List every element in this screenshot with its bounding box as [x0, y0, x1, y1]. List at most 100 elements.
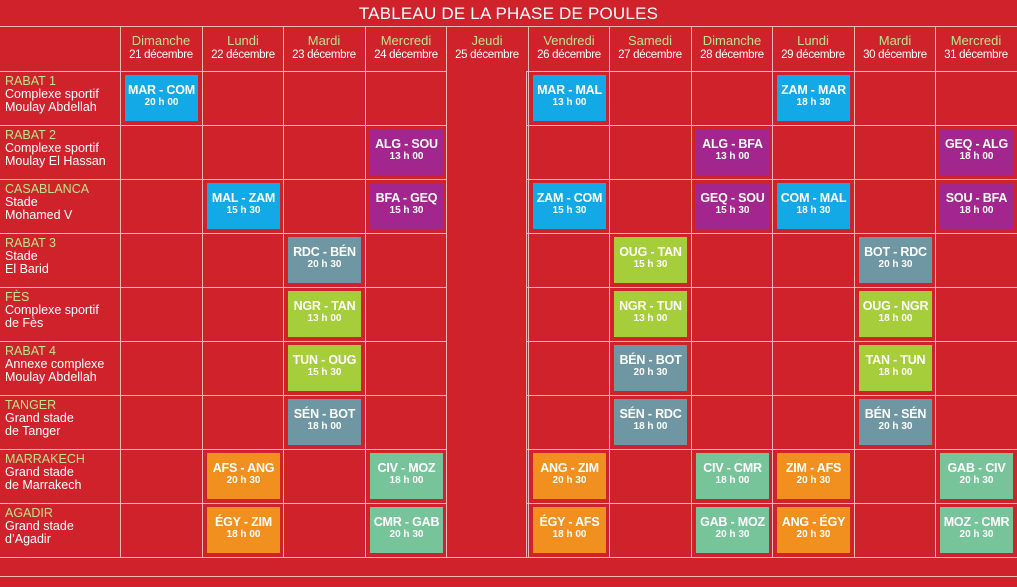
venue-stadium: Mohamed V	[5, 208, 73, 222]
match-teams: NGR - TUN	[619, 299, 682, 313]
match-cell: ZIM - AFS 20 h 30	[777, 453, 850, 499]
match-time: 15 h 30	[307, 367, 342, 378]
match-time: 20 h 30	[959, 529, 994, 540]
match-cell: ANG - ZIM 20 h 30	[533, 453, 606, 499]
match-teams: ÉGY - AFS	[539, 515, 600, 529]
match-time: 20 h 30	[389, 529, 424, 540]
match-teams: CIV - CMR	[703, 461, 762, 475]
match-time: 13 h 00	[633, 313, 668, 324]
venue-stadium: Complexe sportif	[5, 303, 99, 317]
venue-stadium: Complexe sportif	[5, 141, 99, 155]
match-time: 20 h 30	[878, 421, 913, 432]
match-cell: BFA - GEQ 15 h 30	[370, 183, 443, 229]
match-time: 13 h 00	[715, 151, 750, 162]
match-teams: BÉN - BOT	[619, 353, 682, 367]
venue-stadium: d’Agadir	[5, 532, 51, 546]
venue-label: RABAT 2 Complexe sportif Moulay El Hassan	[0, 126, 120, 179]
day-name: Lundi	[797, 33, 829, 48]
day-date: 31 décembre	[944, 49, 1008, 61]
match-cell: BÉN - BOT 20 h 30	[614, 345, 687, 391]
match-time: 18 h 30	[796, 97, 831, 108]
match-teams: GAB - CIV	[947, 461, 1006, 475]
column-divider	[528, 71, 529, 557]
match-cell: GAB - MOZ 20 h 30	[696, 507, 769, 553]
day-name: Samedi	[627, 33, 673, 48]
match-time: 18 h 00	[715, 475, 750, 486]
venue-city: RABAT 1	[5, 74, 56, 88]
day-header-8: Lundi 29 décembre	[772, 27, 853, 71]
match-time: 20 h 00	[144, 97, 179, 108]
match-time: 20 h 30	[552, 475, 587, 486]
day-name: Mercredi	[950, 33, 1002, 48]
venue-city: RABAT 2	[5, 128, 56, 142]
match-cell: MAL - ZAM 15 h 30	[207, 183, 280, 229]
day-date: 23 décembre	[292, 49, 356, 61]
match-time: 15 h 30	[552, 205, 587, 216]
day-header-9: Mardi 30 décembre	[854, 27, 935, 71]
day-date: 24 décembre	[374, 49, 438, 61]
day-header-1: Lundi 22 décembre	[202, 27, 283, 71]
match-time: 13 h 00	[307, 313, 342, 324]
match-cell: BOT - RDC 20 h 30	[859, 237, 932, 283]
match-time: 20 h 30	[226, 475, 261, 486]
match-teams: BÉN - SÉN	[864, 407, 927, 421]
match-cell: CMR - GAB 20 h 30	[370, 507, 443, 553]
match-teams: BFA - GEQ	[375, 191, 438, 205]
rest-day-column	[446, 71, 527, 557]
venue-stadium: de Marrakech	[5, 478, 82, 492]
venue-label: RABAT 1 Complexe sportif Moulay Abdellah	[0, 72, 120, 125]
column-divider	[854, 71, 855, 557]
match-teams: MAL - ZAM	[211, 191, 276, 205]
match-teams: ZAM - MAR	[781, 83, 846, 97]
match-cell: ÉGY - AFS 18 h 00	[533, 507, 606, 553]
match-time: 20 h 30	[307, 259, 342, 270]
day-name: Dimanche	[702, 33, 762, 48]
day-header-0: Dimanche 21 décembre	[120, 27, 201, 71]
match-teams: COM - MAL	[780, 191, 847, 205]
match-time: 18 h 00	[226, 529, 261, 540]
match-time: 13 h 00	[552, 97, 587, 108]
day-name: Lundi	[227, 33, 259, 48]
match-cell: NGR - TAN 13 h 00	[288, 291, 361, 337]
venue-label: RABAT 3 Stade El Barid	[0, 234, 120, 287]
venue-stadium: Annexe complexe	[5, 357, 105, 371]
day-name: Jeudi	[471, 33, 503, 48]
venue-city: FÈS	[5, 290, 30, 304]
column-divider	[935, 71, 936, 557]
match-teams: AFS - ANG	[212, 461, 275, 475]
match-teams: ALG - SOU	[375, 137, 438, 151]
day-name: Vendredi	[543, 33, 595, 48]
match-teams: MAR - COM	[128, 83, 195, 97]
match-time: 18 h 00	[389, 475, 424, 486]
venue-stadium: Grand stade	[5, 519, 74, 533]
match-teams: OUG - TAN	[619, 245, 682, 259]
match-cell: SÉN - RDC 18 h 00	[614, 399, 687, 445]
venue-city: CASABLANCA	[5, 182, 90, 196]
day-header-3: Mercredi 24 décembre	[365, 27, 446, 71]
match-time: 15 h 30	[389, 205, 424, 216]
venue-stadium: Grand stade	[5, 465, 74, 479]
day-header-10: Mercredi 31 décembre	[935, 27, 1016, 71]
match-teams: SÉN - BOT	[293, 407, 356, 421]
match-cell: BÉN - SÉN 20 h 30	[859, 399, 932, 445]
venue-stadium: Moulay El Hassan	[5, 154, 106, 168]
venue-stadium: Moulay Abdellah	[5, 370, 97, 384]
match-time: 20 h 30	[715, 529, 750, 540]
match-cell: MAR - COM 20 h 00	[125, 75, 198, 121]
venue-label: CASABLANCA Stade Mohamed V	[0, 180, 120, 233]
match-teams: NGR - TAN	[293, 299, 356, 313]
column-divider	[202, 71, 203, 557]
match-teams: CMR - GAB	[373, 515, 440, 529]
match-cell: RDC - BÉN 20 h 30	[288, 237, 361, 283]
match-cell: MOZ - CMR 20 h 30	[940, 507, 1013, 553]
match-cell: OUG - NGR 18 h 00	[859, 291, 932, 337]
column-divider	[609, 71, 610, 557]
venue-stadium: Stade	[5, 195, 38, 209]
match-time: 13 h 00	[389, 151, 424, 162]
match-cell: SÉN - BOT 18 h 00	[288, 399, 361, 445]
day-date: 29 décembre	[781, 49, 845, 61]
match-cell: ALG - BFA 13 h 00	[696, 129, 769, 175]
match-cell: ALG - SOU 13 h 00	[370, 129, 443, 175]
venue-label: FÈS Complexe sportif de Fès	[0, 288, 120, 341]
venue-city: MARRAKECH	[5, 452, 85, 466]
